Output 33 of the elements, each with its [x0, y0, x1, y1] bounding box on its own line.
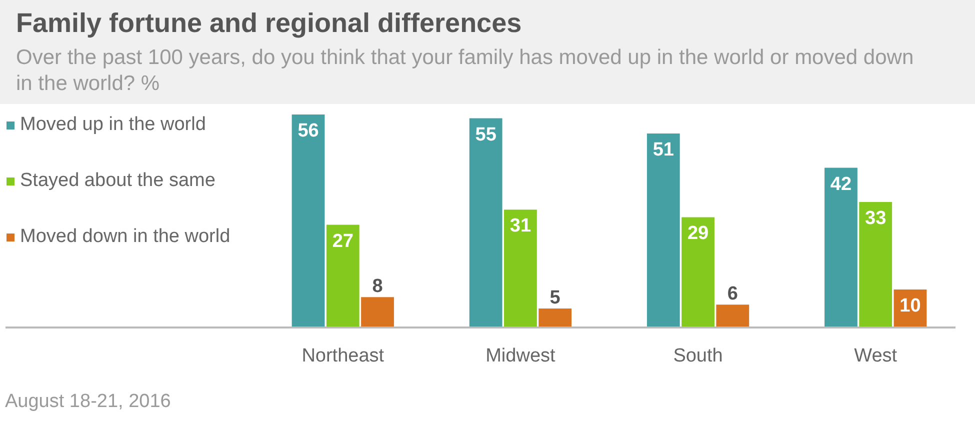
data-label: 56 [298, 120, 319, 142]
legend-label: Moved down in the world [20, 226, 230, 248]
data-label: 5 [550, 287, 561, 308]
data-label: 33 [865, 208, 886, 229]
x-tick-label: Midwest [486, 346, 556, 366]
legend-label: Moved up in the world [20, 114, 206, 136]
data-label: 55 [475, 124, 497, 146]
data-label: 10 [900, 295, 921, 316]
bar [326, 224, 360, 328]
chart-title: Family fortune and regional differences [15, 7, 523, 40]
data-label: 6 [727, 284, 738, 305]
text: August 18-21, 2016 [5, 390, 172, 414]
data-label: 8 [372, 276, 383, 298]
data-label: 29 [687, 223, 709, 244]
bar [361, 297, 394, 328]
data-label: 31 [510, 216, 532, 237]
x-tick-label: West [854, 346, 898, 366]
x-tick-label: Northeast [302, 346, 385, 366]
bar [646, 134, 680, 328]
legend-label: Stayed about the same [20, 170, 216, 192]
bar [682, 217, 714, 328]
bar [504, 210, 537, 328]
bar [538, 308, 572, 328]
chart-subtitle: Over the past 100 years, do you think that your family has moved up in the world or moved down in the world? % [15, 44, 915, 97]
bar [469, 118, 502, 328]
data-label: 42 [830, 174, 852, 195]
bar [716, 304, 750, 328]
bar [859, 202, 892, 328]
bar [824, 168, 858, 328]
data-label: 51 [652, 140, 674, 161]
x-tick-label: South [673, 346, 723, 366]
data-label: 27 [332, 230, 354, 252]
bar [292, 114, 325, 328]
